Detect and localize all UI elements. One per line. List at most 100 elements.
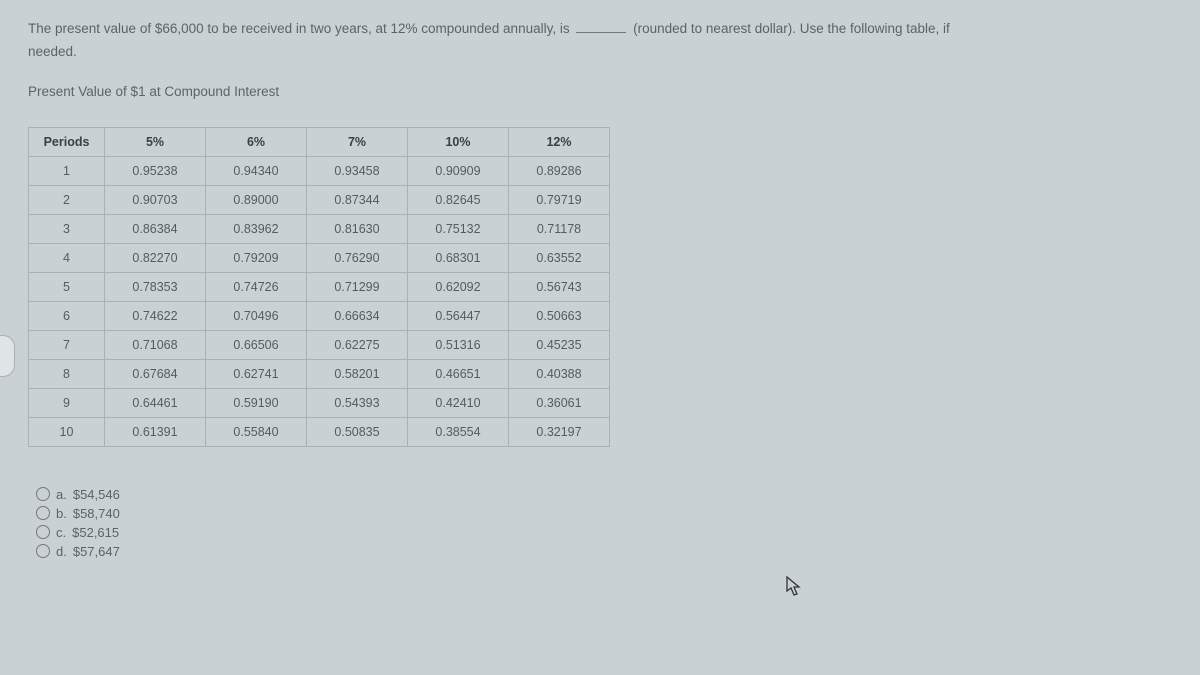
option-letter: c.: [56, 525, 66, 540]
value-cell: 0.71178: [509, 214, 610, 243]
table-row: 40.822700.792090.762900.683010.63552: [29, 243, 610, 272]
value-cell: 0.68301: [408, 243, 509, 272]
table-row: 90.644610.591900.543930.424100.36061: [29, 388, 610, 417]
question-part-2: (rounded to nearest dollar). Use the fol…: [633, 21, 950, 36]
period-cell: 3: [29, 214, 105, 243]
col-header-12pct: 12%: [509, 127, 610, 156]
radio-icon: [36, 506, 50, 520]
answer-options: a. $54,546 b. $58,740 c. $52,615 d. $57,…: [36, 487, 1172, 559]
value-cell: 0.83962: [206, 214, 307, 243]
value-cell: 0.54393: [307, 388, 408, 417]
value-cell: 0.42410: [408, 388, 509, 417]
period-cell: 7: [29, 330, 105, 359]
value-cell: 0.56447: [408, 301, 509, 330]
option-letter: b.: [56, 506, 67, 521]
question-text: The present value of $66,000 to be recei…: [28, 18, 1172, 64]
option-c[interactable]: c. $52,615: [36, 525, 1172, 540]
value-cell: 0.70496: [206, 301, 307, 330]
table-row: 70.710680.665060.622750.513160.45235: [29, 330, 610, 359]
value-cell: 0.79719: [509, 185, 610, 214]
value-cell: 0.59190: [206, 388, 307, 417]
value-cell: 0.78353: [105, 272, 206, 301]
question-part-1: The present value of $66,000 to be recei…: [28, 21, 570, 36]
option-b[interactable]: b. $58,740: [36, 506, 1172, 521]
pv-table: Periods 5% 6% 7% 10% 12% 10.952380.94340…: [28, 127, 610, 447]
value-cell: 0.66506: [206, 330, 307, 359]
table-row: 30.863840.839620.816300.751320.71178: [29, 214, 610, 243]
radio-icon: [36, 525, 50, 539]
period-cell: 6: [29, 301, 105, 330]
table-header-row: Periods 5% 6% 7% 10% 12%: [29, 127, 610, 156]
period-cell: 8: [29, 359, 105, 388]
col-header-5pct: 5%: [105, 127, 206, 156]
value-cell: 0.75132: [408, 214, 509, 243]
table-row: 80.676840.627410.582010.466510.40388: [29, 359, 610, 388]
value-cell: 0.61391: [105, 417, 206, 446]
value-cell: 0.32197: [509, 417, 610, 446]
value-cell: 0.81630: [307, 214, 408, 243]
radio-icon: [36, 544, 50, 558]
period-cell: 2: [29, 185, 105, 214]
col-header-10pct: 10%: [408, 127, 509, 156]
value-cell: 0.62275: [307, 330, 408, 359]
value-cell: 0.50663: [509, 301, 610, 330]
value-cell: 0.90909: [408, 156, 509, 185]
period-cell: 9: [29, 388, 105, 417]
table-row: 60.746220.704960.666340.564470.50663: [29, 301, 610, 330]
value-cell: 0.63552: [509, 243, 610, 272]
table-row: 20.907030.890000.873440.826450.79719: [29, 185, 610, 214]
question-part-3: needed.: [28, 44, 77, 59]
value-cell: 0.86384: [105, 214, 206, 243]
value-cell: 0.76290: [307, 243, 408, 272]
value-cell: 0.66634: [307, 301, 408, 330]
value-cell: 0.62092: [408, 272, 509, 301]
option-value: $58,740: [73, 506, 120, 521]
option-letter: d.: [56, 544, 67, 559]
value-cell: 0.82645: [408, 185, 509, 214]
table-row: 10.952380.943400.934580.909090.89286: [29, 156, 610, 185]
col-header-7pct: 7%: [307, 127, 408, 156]
value-cell: 0.51316: [408, 330, 509, 359]
value-cell: 0.50835: [307, 417, 408, 446]
table-row: 100.613910.558400.508350.385540.32197: [29, 417, 610, 446]
period-cell: 1: [29, 156, 105, 185]
option-value: $52,615: [72, 525, 119, 540]
value-cell: 0.74622: [105, 301, 206, 330]
value-cell: 0.58201: [307, 359, 408, 388]
table-row: 50.783530.747260.712990.620920.56743: [29, 272, 610, 301]
value-cell: 0.38554: [408, 417, 509, 446]
value-cell: 0.74726: [206, 272, 307, 301]
period-cell: 5: [29, 272, 105, 301]
option-letter: a.: [56, 487, 67, 502]
value-cell: 0.82270: [105, 243, 206, 272]
period-cell: 10: [29, 417, 105, 446]
col-header-6pct: 6%: [206, 127, 307, 156]
value-cell: 0.45235: [509, 330, 610, 359]
value-cell: 0.79209: [206, 243, 307, 272]
option-d[interactable]: d. $57,647: [36, 544, 1172, 559]
value-cell: 0.62741: [206, 359, 307, 388]
value-cell: 0.90703: [105, 185, 206, 214]
value-cell: 0.89000: [206, 185, 307, 214]
value-cell: 0.56743: [509, 272, 610, 301]
value-cell: 0.89286: [509, 156, 610, 185]
value-cell: 0.95238: [105, 156, 206, 185]
value-cell: 0.46651: [408, 359, 509, 388]
value-cell: 0.93458: [307, 156, 408, 185]
value-cell: 0.71068: [105, 330, 206, 359]
left-scroll-tab[interactable]: [0, 335, 15, 377]
value-cell: 0.94340: [206, 156, 307, 185]
option-value: $54,546: [73, 487, 120, 502]
value-cell: 0.64461: [105, 388, 206, 417]
answer-blank: [576, 32, 626, 33]
cursor-icon: [785, 575, 803, 597]
value-cell: 0.55840: [206, 417, 307, 446]
value-cell: 0.36061: [509, 388, 610, 417]
radio-icon: [36, 487, 50, 501]
option-a[interactable]: a. $54,546: [36, 487, 1172, 502]
value-cell: 0.40388: [509, 359, 610, 388]
table-title: Present Value of $1 at Compound Interest: [28, 84, 1172, 99]
period-cell: 4: [29, 243, 105, 272]
option-value: $57,647: [73, 544, 120, 559]
col-header-periods: Periods: [29, 127, 105, 156]
